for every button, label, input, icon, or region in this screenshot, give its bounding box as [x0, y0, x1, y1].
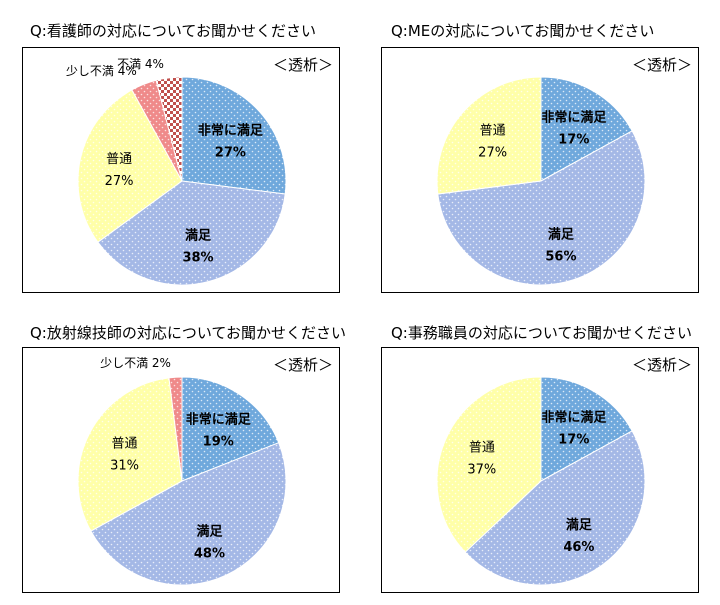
chart-2-title: Q:MEの対応についてお聞かせください	[391, 22, 655, 40]
chart-3-annotation: ＜透析＞	[272, 356, 333, 374]
chart-4-panel: ＜透析＞ 非常に満足 17% 満足 46% 普通 37%	[381, 347, 699, 593]
pie-1-value-label-2: 27%	[105, 174, 134, 189]
pie-3-value-label-1: 48%	[194, 546, 225, 561]
pie-1-label-3: 少し不満 4%	[66, 64, 137, 78]
pie-4-slice-2	[436, 376, 542, 553]
chart-1-annotation: ＜透析＞	[272, 56, 333, 74]
pie-3-label-2: 普通	[112, 437, 138, 452]
pie-2-slice-1	[437, 130, 646, 286]
pie-4-slice-1	[464, 430, 646, 586]
pie-1-label-0: 非常に満足	[198, 122, 264, 138]
pie-3-slice-1	[90, 442, 287, 586]
pie-1-value-label-0: 27%	[215, 145, 246, 160]
pie-1-label-1: 満足	[185, 227, 212, 243]
pie-4-value-label-2: 37%	[467, 462, 496, 477]
chart-4-title: Q:事務職員の対応についてお聞かせください	[391, 324, 692, 342]
pie-2-label-1: 満足	[548, 226, 575, 242]
pie-2-label-0: 非常に満足	[541, 109, 607, 125]
pie-2-value-label-1: 56%	[545, 249, 576, 264]
chart-1-pie: 非常に満足 27% 満足 38% 普通 27% 少し不満 4%不満 4%	[66, 57, 287, 286]
pie-2-slice-2	[436, 76, 542, 195]
chart-3-title: Q:放射線技師の対応についてお聞かせください	[30, 324, 346, 342]
pie-1-slice-4	[155, 76, 183, 182]
pie-3-slice-0	[181, 376, 280, 482]
chart-4-pie: 非常に満足 17% 満足 46% 普通 37%	[436, 376, 646, 586]
pie-3-slice-2	[77, 377, 183, 532]
pie-2-value-label-0: 17%	[558, 132, 589, 147]
pie-3-label-0: 非常に満足	[186, 412, 252, 428]
pie-1-slice-0	[181, 76, 287, 195]
pie-2-slice-0	[540, 76, 633, 182]
pie-1-label-4: 不満 4%	[117, 57, 164, 71]
pie-4-value-label-1: 46%	[563, 540, 594, 555]
pie-3-value-label-0: 19%	[203, 435, 234, 450]
pie-1-slice-1	[97, 180, 286, 286]
pie-3-label-1: 満足	[196, 523, 223, 539]
pie-3-slice-3	[168, 376, 183, 482]
chart-2-annotation: ＜透析＞	[631, 56, 692, 74]
pie-4-label-1: 満足	[566, 517, 593, 533]
pie-4-slice-0	[540, 376, 633, 482]
pie-4-label-0: 非常に満足	[541, 409, 607, 425]
chart-2-pie: 非常に満足 17% 満足 56% 普通 27%	[436, 76, 646, 286]
pie-1-slice-2	[77, 89, 183, 243]
pie-1-value-label-1: 38%	[182, 250, 213, 265]
chart-3-panel: ＜透析＞ 非常に満足 19% 満足 48% 普通 31% 少し不満 2%	[22, 347, 340, 593]
pie-2-value-label-2: 27%	[478, 145, 507, 160]
chart-1-panel: ＜透析＞ 非常に満足 27% 満足 38% 普通 27% 少し不満 4% 不満 4%	[22, 47, 340, 293]
chart-2-panel: ＜透析＞ 非常に満足 17% 満足 56% 普通 27%	[381, 47, 699, 293]
pie-3-value-label-2: 31%	[110, 459, 139, 474]
pie-4-label-2: 普通	[469, 440, 495, 455]
chart-1-title: Q:看護師の対応についてお聞かせください	[30, 22, 316, 40]
chart-3-pie: 非常に満足 19% 満足 48% 普通 31% 少し不満 2%	[77, 356, 287, 586]
chart-4-annotation: ＜透析＞	[631, 356, 692, 374]
pie-2-label-2: 普通	[480, 123, 506, 138]
pie-4-value-label-0: 17%	[558, 432, 589, 447]
pie-3-label-3: 少し不満 2%	[100, 356, 171, 370]
pie-1-label-2: 普通	[106, 152, 132, 167]
